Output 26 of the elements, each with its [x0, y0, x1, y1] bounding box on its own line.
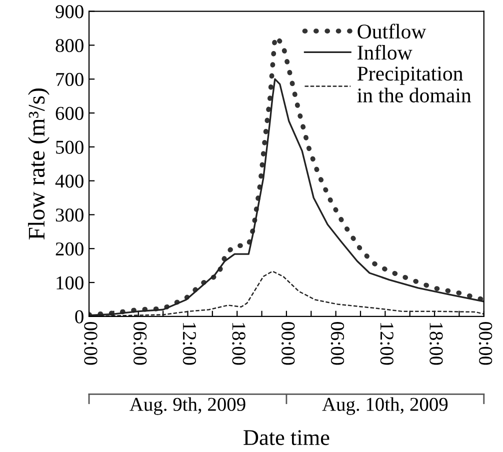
x-tick-label: 00:00 [282, 322, 295, 365]
x-tick-label: 00:00 [84, 322, 98, 365]
x-axis-title: Date time [244, 430, 330, 446]
text: Aug. 10th, 2009 [322, 397, 448, 415]
x-tick-label: 00:00 [478, 322, 492, 365]
x-tick-label: 12:00 [182, 322, 196, 365]
x-tick-label: 06:00 [133, 322, 147, 365]
legend-label: Inflow [358, 44, 412, 60]
y-tick-label: 300 [56, 208, 84, 222]
y-tick-label: 400 [55, 174, 84, 188]
y-tick-label: 500 [56, 140, 84, 154]
y-tick-label: 0 [75, 310, 84, 324]
y-tick-label: 600 [56, 106, 84, 120]
text: Aug. 9th, 2009 [130, 397, 246, 415]
legend-label: Precipitation in the domain [357, 66, 472, 102]
x-tick-label: 06:00 [330, 322, 344, 365]
x-tick-label: 18:00 [430, 322, 443, 365]
y-tick-label: 900 [56, 5, 84, 18]
y-tick-label: 200 [56, 242, 84, 256]
x-tick-label: 12:00 [380, 322, 394, 365]
legend-label: Outflow [358, 24, 426, 39]
y-tick-label: 800 [56, 39, 84, 52]
y-axis-title: Flow rate (m³/s) [28, 88, 50, 240]
y-tick-label: 100 [56, 276, 84, 290]
x-tick-label: 18:00 [232, 322, 246, 365]
y-tick-label: 700 [56, 72, 84, 86]
